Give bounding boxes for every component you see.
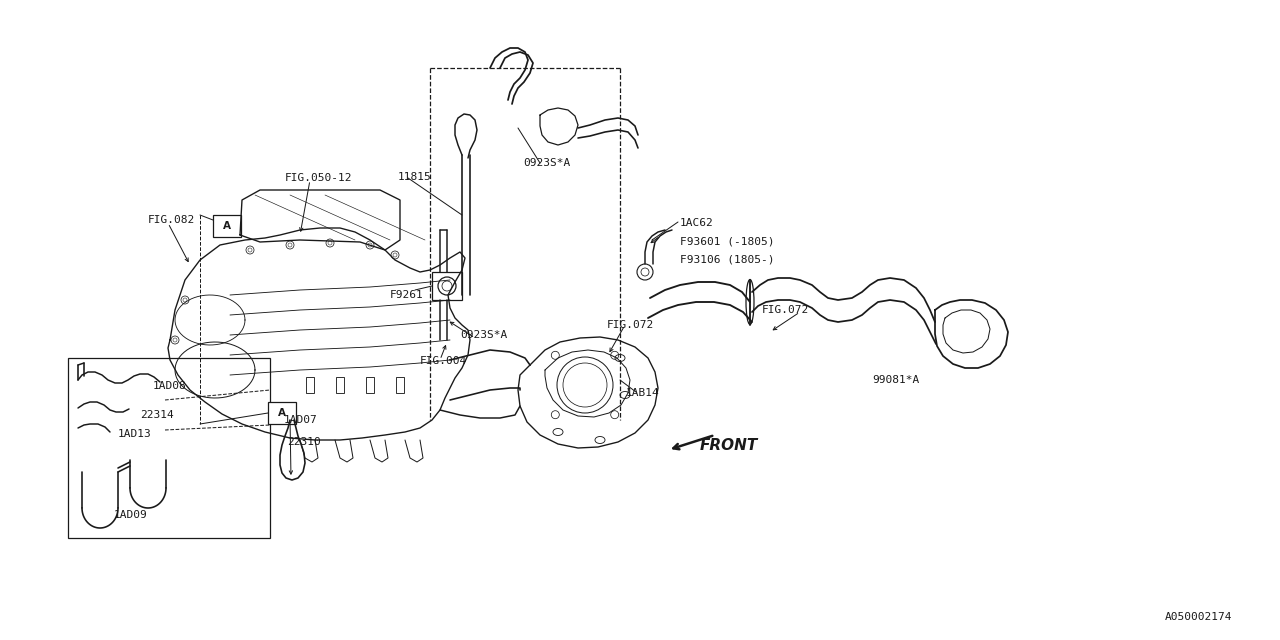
Text: 0923S*A: 0923S*A [524,158,571,168]
Text: F93601 (-1805): F93601 (-1805) [680,236,774,246]
Bar [335,377,344,393]
Text: A: A [223,221,230,231]
Text: A: A [278,408,285,418]
Text: 1AD07: 1AD07 [284,415,317,425]
Text: FIG.072: FIG.072 [607,320,654,330]
Text: 1AC62: 1AC62 [680,218,714,228]
Text: 11815: 11815 [398,172,431,182]
Text: FRONT: FRONT [700,438,758,454]
Bar [68,358,270,538]
Bar [396,377,404,393]
Bar [433,272,462,300]
Text: FIG.072: FIG.072 [762,305,809,315]
Text: A050002174: A050002174 [1165,612,1233,622]
Text: 0923S*A: 0923S*A [460,330,507,340]
Text: 22314: 22314 [140,410,174,420]
Text: 99081*A: 99081*A [872,375,919,385]
Text: 1AD09: 1AD09 [114,510,147,520]
Bar [212,215,241,237]
Text: FIG.050-12: FIG.050-12 [285,173,352,183]
Bar [366,377,374,393]
Bar [306,377,314,393]
Text: FIG.004: FIG.004 [420,356,467,366]
Text: F9261: F9261 [390,290,424,300]
Text: FIG.082: FIG.082 [148,215,196,225]
Text: 1AB14: 1AB14 [626,388,659,398]
Text: 1AD08: 1AD08 [154,381,187,391]
Bar [268,402,296,424]
Text: 22310: 22310 [287,437,321,447]
Text: 1AD13: 1AD13 [118,429,152,439]
Text: F93106 (1805-): F93106 (1805-) [680,254,774,264]
